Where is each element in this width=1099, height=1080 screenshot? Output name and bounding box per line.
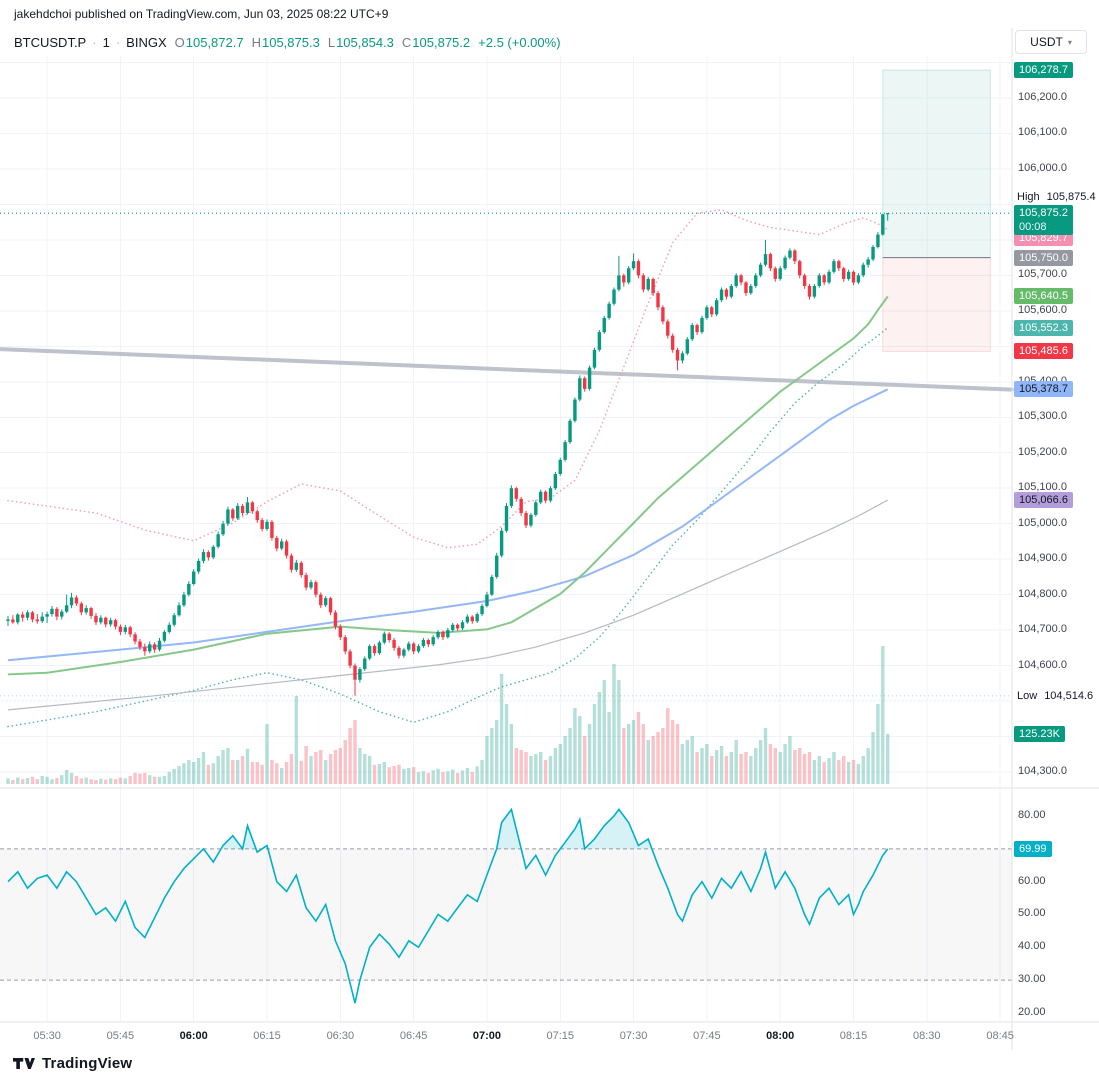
price-axis-tick: 105,100.0 [1018, 481, 1067, 494]
low-value: 105,854.3 [336, 35, 394, 50]
time-axis-tick[interactable]: 05:45 [106, 1030, 135, 1042]
current-price-label: 105,875.2 00:08 [1014, 205, 1073, 236]
volume-bars [6, 646, 890, 784]
rsi-value-label: 69.99 [1014, 840, 1052, 857]
time-axis-tick[interactable]: 08:00 [766, 1030, 795, 1042]
ma-fast-label: 105,640.5 [1014, 288, 1073, 305]
chart-legend[interactable]: BTCUSDT.P · 1 · BINGX O105,872.7 H105,87… [14, 35, 561, 50]
time-axis-tick[interactable]: 08:30 [913, 1030, 941, 1042]
high-value: 105,875.3 [261, 35, 320, 50]
price-axis-tick: 106,100.0 [1018, 126, 1067, 139]
time-axis-tick[interactable]: 06:00 [179, 1030, 208, 1042]
low-price-label-value: 104,514.6 [1044, 689, 1094, 702]
price-axis-tick: 104,900.0 [1018, 552, 1067, 565]
low-label: L [327, 35, 336, 50]
time-axis-tick[interactable]: 07:15 [546, 1030, 575, 1042]
time-axis-tick[interactable]: 06:15 [253, 1030, 281, 1042]
price-axis-tick: 104,800.0 [1018, 587, 1067, 600]
currency-selector[interactable]: USDT ▾ [1015, 30, 1087, 54]
time-axis-tick[interactable]: 08:45 [986, 1030, 1014, 1042]
rsi-axis-tick: 50.00 [1018, 907, 1046, 920]
stop-price-label: 105,485.6 [1014, 343, 1073, 360]
band-upper-line [7, 208, 889, 549]
volume-value-label: 125.23K [1014, 725, 1065, 742]
time-axis-tick[interactable]: 06:45 [399, 1030, 428, 1042]
price-axis-tick: 104,600.0 [1018, 658, 1067, 671]
rsi-axis-tick: 40.00 [1018, 940, 1046, 953]
rsi-axis-tick: 80.00 [1018, 809, 1046, 821]
close-label: C [401, 35, 412, 50]
symbol-name[interactable]: BTCUSDT.P [14, 35, 87, 50]
high-price-label: High 105,875.4 [1014, 189, 1099, 206]
open-value: 105,872.7 [185, 35, 244, 50]
price-axis-tick: 106,200.0 [1018, 91, 1067, 103]
low-price-label-prefix: Low [1017, 689, 1038, 702]
high-label: H [251, 35, 261, 50]
price-axis-tick: 104,300.0 [1018, 764, 1067, 777]
close-value: 105,875.2 [412, 35, 471, 50]
ohlc-close: C105,875.2 [402, 35, 470, 50]
ma-slow-label: 105,066.6 [1014, 492, 1073, 509]
rsi-overbought-fill [203, 809, 652, 849]
publish-info: jakehdchoi published on TradingView.com,… [14, 7, 389, 21]
pane-borders [0, 28, 1099, 1050]
time-axis-tick[interactable]: 06:30 [326, 1030, 355, 1042]
target-price-label: 106,278.7 [1014, 62, 1073, 79]
legend-separator: · [92, 35, 97, 50]
bar-countdown: 00:08 [1019, 221, 1047, 234]
ma-mid-line [7, 388, 889, 662]
time-axis-tick[interactable]: 07:30 [619, 1030, 648, 1042]
rsi-axis-tick: 30.00 [1018, 973, 1046, 986]
ohlc-open: O105,872.7 [175, 35, 244, 50]
currency-label: USDT [1030, 35, 1063, 49]
rsi-axis-tick: 60.00 [1018, 874, 1046, 887]
profit-zone [882, 69, 991, 259]
ohlc-low: L105,854.3 [328, 35, 394, 50]
interval-value[interactable]: 1 [102, 35, 110, 50]
ma-mid-label: 105,378.7 [1014, 381, 1073, 398]
rsi-line [7, 807, 889, 1004]
price-axis-tick: 105,300.0 [1018, 410, 1067, 423]
exchange-name[interactable]: BINGX [126, 35, 167, 50]
grid-lines [0, 56, 1012, 1022]
time-axis-tick[interactable]: 07:45 [693, 1030, 721, 1042]
band-lower-label: 105,552.3 [1014, 319, 1073, 336]
candles [6, 213, 890, 696]
ma-fast-line [7, 295, 889, 676]
tradingview-brand[interactable]: TradingView [13, 1055, 132, 1072]
high-price-label-value: 105,875.4 [1046, 191, 1096, 204]
high-price-label-prefix: High [1017, 191, 1040, 204]
price-axis-tick: 105,600.0 [1018, 303, 1067, 316]
legend-separator: · [115, 35, 121, 50]
entry-price-label: 105,750.0 [1014, 249, 1073, 266]
tradingview-logo-icon [13, 1058, 35, 1069]
open-label: O [174, 35, 185, 50]
price-axis-tick: 105,200.0 [1018, 445, 1067, 458]
long-position-tool [882, 69, 991, 352]
price-axis-tick: 104,700.0 [1018, 623, 1067, 636]
band-lower-line [7, 327, 889, 728]
chevron-down-icon: ▾ [1067, 37, 1072, 47]
change-value: +2.5 (+0.00%) [478, 35, 561, 50]
trendline-drawing [0, 347, 1014, 392]
current-price-value: 105,875.2 [1019, 207, 1068, 220]
tradingview-wordmark: TradingView [42, 1055, 133, 1072]
time-axis-tick[interactable]: 05:30 [33, 1030, 61, 1042]
time-axis-tick[interactable]: 08:15 [839, 1030, 868, 1042]
price-axis-tick: 105,700.0 [1018, 268, 1067, 281]
price-axis-tick: 106,000.0 [1018, 161, 1067, 174]
ma-slow-line [7, 499, 888, 711]
ohlc-high: H105,875.3 [252, 35, 320, 50]
price-axis-tick: 105,000.0 [1018, 516, 1067, 529]
rsi-pane [0, 807, 1012, 1004]
low-price-label: Low 104,514.6 [1014, 687, 1097, 704]
time-axis-tick[interactable]: 07:00 [472, 1030, 502, 1042]
rsi-axis-tick: 20.00 [1018, 1005, 1046, 1018]
stop-zone [882, 257, 991, 352]
